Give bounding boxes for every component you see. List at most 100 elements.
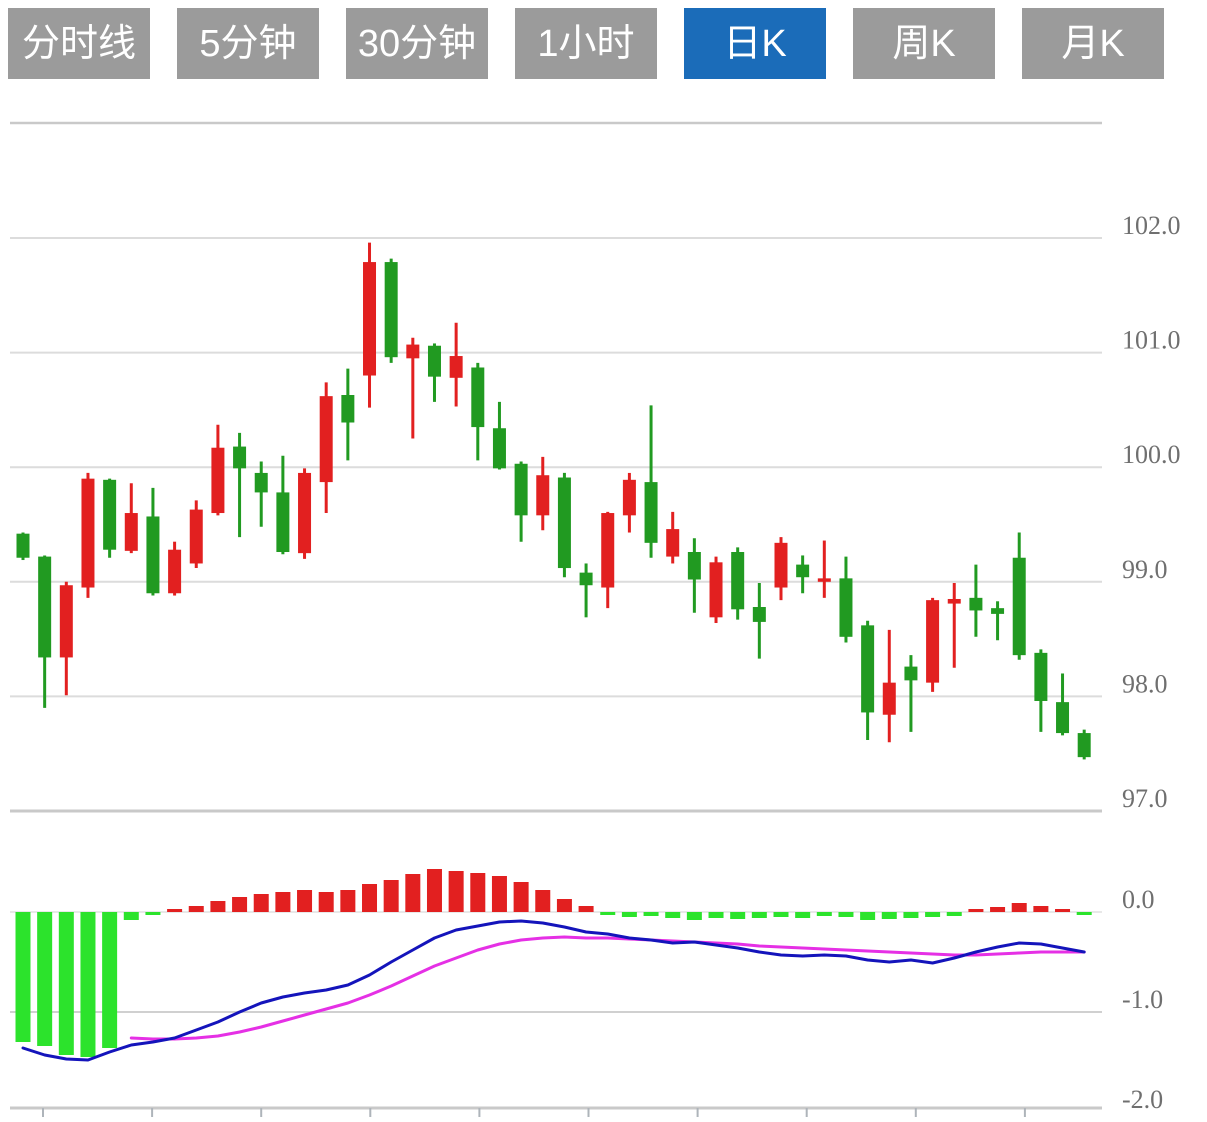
tab-6[interactable]: 周K	[853, 8, 995, 79]
candle-body	[319, 396, 333, 483]
macd-histogram-bar	[275, 892, 291, 912]
candle-body	[449, 356, 463, 378]
candle-body	[882, 682, 896, 715]
macd-histogram-bar	[405, 874, 421, 912]
candle-body	[666, 529, 680, 557]
candle-body	[687, 552, 701, 580]
macd-histogram-bar	[448, 871, 464, 912]
macd-histogram-bar	[232, 897, 248, 912]
candle-body	[1056, 702, 1070, 734]
macd-axis-label: -1.0	[1122, 985, 1163, 1014]
macd-histogram-bar	[188, 906, 204, 912]
candle-body	[59, 585, 73, 658]
candle-body	[38, 556, 52, 658]
macd-histogram-bar	[751, 912, 767, 918]
candle-body	[709, 562, 723, 618]
macd-histogram-bar	[708, 912, 724, 918]
price-axis-label: 98.0	[1122, 669, 1168, 698]
candle-body	[363, 262, 377, 376]
macd-histogram-bar	[1033, 906, 1049, 912]
tab-4[interactable]: 1小时	[515, 8, 657, 79]
macd-histogram-bar	[102, 912, 118, 1048]
macd-histogram-bar	[383, 880, 399, 912]
macd-histogram-bar	[362, 884, 378, 912]
candle-body	[1012, 557, 1026, 656]
macd-histogram-bar	[665, 912, 681, 918]
candle-body	[969, 597, 983, 611]
macd-histogram-bar	[340, 890, 356, 912]
candle-body	[991, 608, 1005, 614]
candle-body	[233, 446, 247, 469]
candle-body	[211, 447, 225, 514]
tab-3[interactable]: 30分钟	[346, 8, 488, 79]
macd-histogram-bar	[946, 912, 962, 916]
macd-histogram-bar	[968, 909, 984, 912]
candle-body	[384, 262, 398, 358]
tab-5[interactable]: 日K	[684, 8, 826, 79]
candle-body	[406, 344, 420, 359]
price-axis-label: 101.0	[1122, 326, 1181, 355]
macd-histogram-bar	[838, 912, 854, 917]
candle-body	[81, 478, 95, 588]
macd-histogram-bar	[37, 912, 53, 1046]
macd-histogram-bar	[816, 912, 832, 916]
macd-histogram-bar	[600, 912, 616, 915]
macd-histogram-bar	[80, 912, 96, 1057]
macd-histogram-bar	[773, 912, 789, 917]
dif-line	[21, 919, 1086, 1062]
macd-histogram-bar	[621, 912, 637, 917]
macd-histogram-bar	[795, 912, 811, 918]
candle-body	[492, 428, 506, 469]
tab-2[interactable]: 5分钟	[177, 8, 319, 79]
macd-histogram-bar	[903, 912, 919, 918]
macd-histogram-bar	[535, 890, 551, 912]
tab-7[interactable]: 月K	[1022, 8, 1164, 79]
candle-body	[839, 578, 853, 637]
macd-histogram-bar	[470, 873, 486, 912]
candle-body	[168, 549, 182, 594]
macd-axis-label: -2.0	[1122, 1085, 1163, 1114]
candle-body	[471, 367, 485, 428]
candle-body	[622, 479, 636, 516]
macd-histogram-bar	[210, 901, 226, 912]
candle-body	[774, 542, 788, 588]
macd-histogram-bar	[643, 912, 659, 916]
candle-body	[861, 625, 875, 713]
candle-body	[298, 472, 312, 554]
candle-body	[189, 509, 203, 564]
macd-histogram-bar	[881, 912, 897, 919]
candle-body	[427, 345, 441, 377]
macd-histogram-bar	[58, 912, 74, 1055]
candle-body	[752, 607, 766, 622]
candle-body	[124, 513, 138, 551]
candle-body	[579, 572, 593, 586]
candle-body	[341, 395, 355, 423]
candle-body	[536, 475, 550, 516]
macd-histogram-bar	[860, 912, 876, 920]
macd-histogram-bar	[578, 906, 594, 912]
candle-body	[731, 552, 745, 610]
candle-body	[276, 492, 290, 553]
macd-histogram-bar	[123, 912, 139, 920]
candle-body	[146, 516, 160, 594]
candle-body	[904, 666, 918, 681]
price-axis-label: 100.0	[1122, 440, 1181, 469]
macd-histogram-bar	[318, 892, 334, 912]
tab-1[interactable]: 分时线	[8, 8, 150, 79]
candle-body	[103, 479, 117, 550]
macd-histogram-bar	[925, 912, 941, 917]
macd-histogram-bar	[15, 912, 31, 1042]
candle-body	[557, 477, 571, 569]
macd-axis-label: 0.0	[1122, 885, 1155, 914]
macd-histogram-bar	[730, 912, 746, 919]
macd-histogram-bar	[513, 882, 529, 912]
macd-histogram-bar	[253, 894, 269, 912]
macd-histogram-bar	[145, 912, 161, 915]
dea-line	[129, 935, 1086, 1041]
price-axis-label: 99.0	[1122, 555, 1168, 584]
tab-bar: 分时线 5分钟 30分钟 1小时 日K 周K 月K	[8, 8, 1164, 79]
macd-histogram-bar	[990, 907, 1006, 912]
macd-histogram-bar	[1055, 909, 1071, 912]
